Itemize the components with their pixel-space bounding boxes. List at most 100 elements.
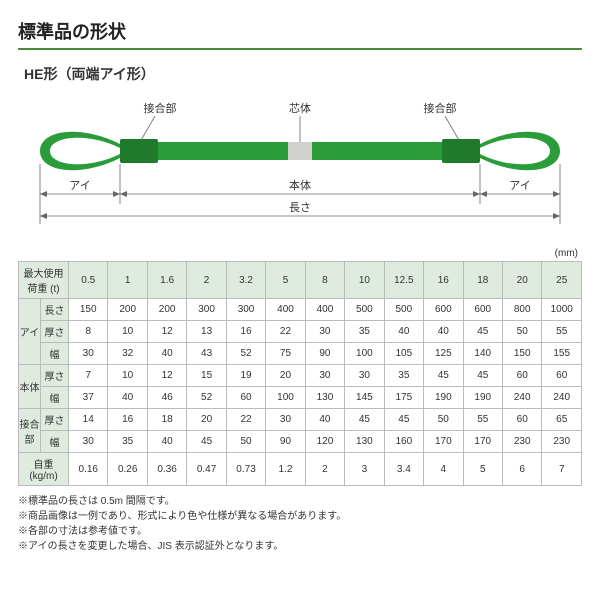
table-cell: 0.47: [187, 453, 226, 486]
table-cell: 19: [226, 365, 265, 387]
table-cell: 3.4: [384, 453, 423, 486]
table-cell: 16: [226, 321, 265, 343]
joint-r: [442, 139, 480, 163]
table-cell: 20: [266, 365, 305, 387]
table-cell: 30: [69, 431, 108, 453]
table-cell: 30: [345, 365, 384, 387]
table-cell: 160: [384, 431, 423, 453]
table-cell: 3: [345, 453, 384, 486]
table-cell: 32: [108, 343, 147, 365]
table-cell: 1: [108, 262, 147, 299]
table-cell: 230: [542, 431, 582, 453]
table-cell: 30: [305, 365, 344, 387]
eye-left: [40, 132, 120, 171]
sling-core: [288, 142, 312, 160]
table-cell: 190: [424, 387, 463, 409]
table-cell: 10: [108, 321, 147, 343]
note-line: ※商品画像は一例であり、形式により色や仕様が異なる場合があります。: [18, 509, 582, 524]
table-cell: 40: [305, 409, 344, 431]
table-cell: 0.36: [147, 453, 186, 486]
table-cell: 45: [463, 365, 502, 387]
table-cell: 90: [305, 343, 344, 365]
table-cell: 25: [542, 262, 582, 299]
table-cell: 5: [266, 262, 305, 299]
table-cell: 50: [502, 321, 541, 343]
table-cell: 300: [226, 299, 265, 321]
table-cell: 100: [266, 387, 305, 409]
table-cell: 15: [187, 365, 226, 387]
th-row: 幅: [41, 343, 69, 365]
label-joint-l: 接合部: [144, 101, 177, 115]
th-load: 最大使用荷重 (t): [19, 262, 69, 299]
table-cell: 18: [463, 262, 502, 299]
table-cell: 1000: [542, 299, 582, 321]
table-cell: 8: [69, 321, 108, 343]
table-cell: 60: [226, 387, 265, 409]
subtitle: HE形（両端アイ形）: [24, 64, 582, 84]
label-joint-r: 接合部: [424, 101, 457, 115]
table-cell: 75: [266, 343, 305, 365]
table-cell: 22: [266, 321, 305, 343]
table-cell: 240: [502, 387, 541, 409]
unit-label: (mm): [18, 248, 582, 259]
table-cell: 55: [542, 321, 582, 343]
table-cell: 18: [147, 409, 186, 431]
table-cell: 8: [305, 262, 344, 299]
table-cell: 16: [108, 409, 147, 431]
table-cell: 300: [187, 299, 226, 321]
page-title: 標準品の形状: [18, 18, 582, 50]
eye-right: [480, 132, 560, 171]
table-cell: 0.26: [108, 453, 147, 486]
table-cell: 0.73: [226, 453, 265, 486]
table-cell: 130: [345, 431, 384, 453]
table-cell: 125: [424, 343, 463, 365]
table-cell: 6: [502, 453, 541, 486]
table-cell: 200: [108, 299, 147, 321]
table-cell: 5: [463, 453, 502, 486]
th-row: 厚さ: [41, 409, 69, 431]
table-cell: 12: [147, 365, 186, 387]
table-cell: 43: [187, 343, 226, 365]
table-cell: 20: [502, 262, 541, 299]
table-cell: 50: [424, 409, 463, 431]
table-cell: 16: [424, 262, 463, 299]
joint-l: [120, 139, 158, 163]
table-cell: 40: [424, 321, 463, 343]
table-cell: 40: [147, 431, 186, 453]
table-cell: 45: [345, 409, 384, 431]
table-cell: 45: [424, 365, 463, 387]
table-cell: 52: [226, 343, 265, 365]
table-cell: 120: [305, 431, 344, 453]
table-cell: 145: [345, 387, 384, 409]
spec-table: 最大使用荷重 (t) 0.5 1 1.6 2 3.2 5 8 10 12.5 1…: [18, 261, 582, 486]
table-cell: 65: [542, 409, 582, 431]
table-cell: 45: [187, 431, 226, 453]
label-core: 芯体: [289, 101, 311, 115]
table-cell: 600: [463, 299, 502, 321]
table-cell: 55: [463, 409, 502, 431]
label-body: 本体: [289, 178, 311, 192]
table-cell: 52: [187, 387, 226, 409]
table-cell: 12.5: [384, 262, 423, 299]
table-cell: 0.16: [69, 453, 108, 486]
label-length: 長さ: [289, 201, 311, 214]
table-cell: 140: [463, 343, 502, 365]
label-eye-l: アイ: [69, 180, 90, 192]
table-cell: 150: [69, 299, 108, 321]
table-cell: 12: [147, 321, 186, 343]
table-cell: 1.2: [266, 453, 305, 486]
table-cell: 7: [69, 365, 108, 387]
table-cell: 50: [226, 431, 265, 453]
table-cell: 10: [108, 365, 147, 387]
table-cell: 30: [305, 321, 344, 343]
table-cell: 500: [345, 299, 384, 321]
table-cell: 30: [69, 343, 108, 365]
th-row: 幅: [41, 387, 69, 409]
th-row: 厚さ: [41, 321, 69, 343]
table-cell: 2: [187, 262, 226, 299]
table-cell: 10: [345, 262, 384, 299]
table-cell: 600: [424, 299, 463, 321]
table-cell: 35: [108, 431, 147, 453]
table-cell: 2: [305, 453, 344, 486]
table-cell: 400: [266, 299, 305, 321]
